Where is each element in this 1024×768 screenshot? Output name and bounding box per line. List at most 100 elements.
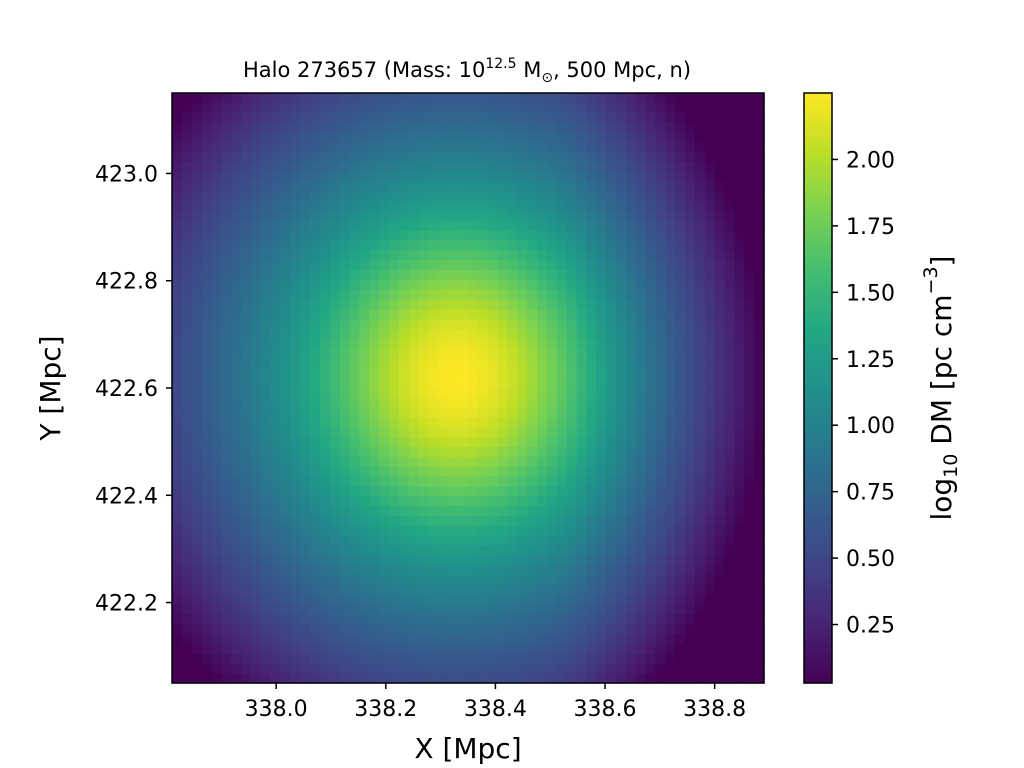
heatmap-cell <box>556 358 568 369</box>
heatmap-cell <box>448 171 459 183</box>
heatmap-cell <box>527 260 538 271</box>
heatmap-cell <box>408 358 420 369</box>
heatmap-cell <box>527 191 538 202</box>
heatmap-cell <box>487 466 499 478</box>
heatmap-cell <box>310 663 321 674</box>
heatmap-cell <box>685 555 696 566</box>
heatmap-cell <box>616 378 627 389</box>
heatmap-cell <box>616 594 627 605</box>
heatmap-cell <box>280 427 291 438</box>
heatmap-cell <box>546 378 558 389</box>
heatmap-cell <box>438 565 449 576</box>
heatmap-cell <box>625 427 637 438</box>
heatmap-cell <box>586 476 597 487</box>
heatmap-cell <box>398 633 410 645</box>
heatmap-cell <box>320 397 331 409</box>
heatmap-cell <box>655 309 666 320</box>
heatmap-cell <box>556 240 568 251</box>
heatmap-cell <box>438 299 449 310</box>
heatmap-cell <box>724 279 735 291</box>
heatmap-cell <box>477 161 489 173</box>
heatmap-cell <box>675 388 686 399</box>
heatmap-cell <box>181 496 193 507</box>
heatmap-cell <box>241 565 252 576</box>
heatmap-cell <box>398 663 410 674</box>
heatmap-cell <box>734 388 745 399</box>
heatmap-cell <box>280 161 291 173</box>
heatmap-cell <box>645 614 657 625</box>
heatmap-cell <box>280 624 291 635</box>
heatmap-cell <box>497 515 509 527</box>
heatmap-cell <box>754 545 765 556</box>
heatmap-cell <box>694 171 706 183</box>
heatmap-cell <box>172 506 183 517</box>
heatmap-cell <box>418 643 430 655</box>
heatmap-cell <box>694 348 706 360</box>
heatmap-cell <box>458 496 469 507</box>
heatmap-cell <box>685 515 696 527</box>
heatmap-cell <box>300 397 311 409</box>
heatmap-cell <box>734 663 745 674</box>
heatmap-cell <box>458 653 469 664</box>
heatmap-cell <box>754 142 765 153</box>
heatmap-cell <box>339 161 351 173</box>
heatmap-cell <box>310 201 321 212</box>
heatmap-cell <box>241 270 252 281</box>
heatmap-cell <box>260 407 272 419</box>
heatmap-cell <box>211 437 222 448</box>
heatmap-cell <box>241 122 252 133</box>
heatmap-cell <box>201 329 213 340</box>
heatmap-cell <box>359 437 370 448</box>
heatmap-cell <box>625 279 637 291</box>
heatmap-cell <box>290 142 301 153</box>
heatmap-cell <box>734 614 745 625</box>
heatmap-cell <box>507 122 518 133</box>
heatmap-cell <box>379 329 390 340</box>
heatmap-cell <box>734 633 745 645</box>
heatmap-cell <box>211 132 222 143</box>
heatmap-cell <box>339 220 351 232</box>
heatmap-cell <box>329 338 341 350</box>
heatmap-cell <box>231 368 242 379</box>
heatmap-cell <box>398 427 410 438</box>
heatmap-cell <box>754 319 765 330</box>
colorbar-segment <box>804 643 832 650</box>
heatmap-cell <box>448 574 459 586</box>
heatmap-cell <box>438 653 449 664</box>
heatmap-cell <box>191 486 203 497</box>
heatmap-cell <box>655 279 666 291</box>
heatmap-cell <box>260 240 272 251</box>
heatmap-cell <box>270 181 282 192</box>
heatmap-cell <box>468 102 479 114</box>
heatmap-cell <box>714 220 726 232</box>
heatmap-cell <box>645 456 657 468</box>
heatmap-cell <box>724 653 735 664</box>
heatmap-cell <box>191 309 203 320</box>
heatmap-cell <box>310 535 321 546</box>
heatmap-cell <box>645 535 657 546</box>
heatmap-cell <box>428 181 439 192</box>
heatmap-cell <box>398 594 410 605</box>
x-axis: 338.0 338.2 338.4 338.6 338.8 <box>245 683 746 722</box>
heatmap-cell <box>290 388 301 399</box>
heatmap-cell <box>398 230 410 242</box>
heatmap-cell <box>280 171 291 183</box>
heatmap-cell <box>172 279 183 291</box>
heatmap-cell <box>655 102 666 114</box>
heatmap-cell <box>349 260 361 271</box>
heatmap-cell <box>398 348 410 360</box>
heatmap-cell <box>359 161 370 173</box>
heatmap-cell <box>369 220 380 232</box>
heatmap-cell <box>487 456 499 468</box>
heatmap-cell <box>586 240 597 251</box>
heatmap-cell <box>418 93 430 104</box>
heatmap-cell <box>211 614 222 625</box>
heatmap-cell <box>300 427 311 438</box>
heatmap-cell <box>398 181 410 192</box>
heatmap-cell <box>408 673 420 684</box>
heatmap-cell <box>556 486 568 497</box>
colorbar-segment <box>804 648 832 655</box>
heatmap-cell <box>685 152 696 163</box>
heatmap-cell <box>586 122 597 133</box>
heatmap-cell <box>468 525 479 537</box>
